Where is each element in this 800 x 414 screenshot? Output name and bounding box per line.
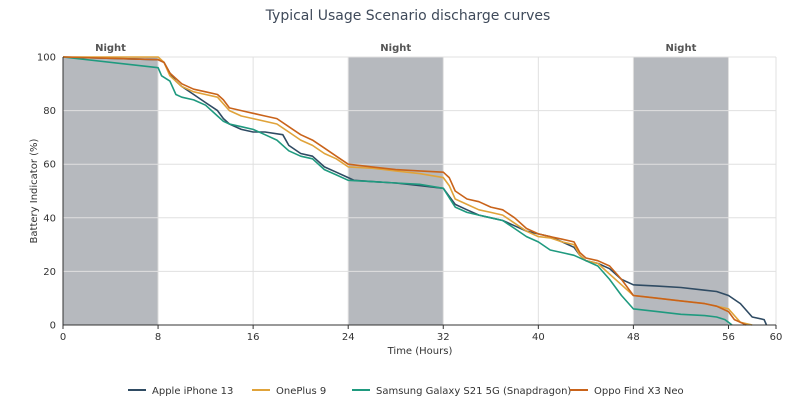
series-line-oneplus-9 [63, 56, 753, 326]
x-tick-label: 8 [155, 332, 161, 343]
y-tick-label: 0 [50, 321, 56, 332]
x-tick-label: 40 [532, 332, 545, 343]
y-tick-label: 20 [43, 267, 56, 278]
x-tick-label: 56 [722, 332, 735, 343]
x-tick-label: 60 [770, 332, 783, 343]
chart-title: Typical Usage Scenario discharge curves [265, 8, 551, 24]
night-band-label: Night [666, 43, 697, 54]
x-tick-label: 16 [247, 332, 260, 343]
y-tick-label: 80 [43, 106, 56, 117]
legend-label: OnePlus 9 [276, 386, 326, 397]
x-tick-label: 32 [437, 332, 450, 343]
y-tick-label: 100 [37, 53, 56, 64]
axes: 0 8 16 24 32 40 48 56 60 0 20 40 60 80 100 [37, 53, 782, 344]
series-lines [62, 56, 768, 326]
night-band [633, 57, 729, 325]
x-tick-label: 0 [60, 332, 66, 343]
x-tick-label: 24 [342, 332, 355, 343]
legend-label: Apple iPhone 13 [152, 386, 233, 397]
y-axis-title: Battery Indicator (%) [29, 138, 40, 243]
series-line-samsung-galaxy-s21-5g-snapdragon [62, 56, 733, 326]
night-band [63, 57, 159, 325]
y-tick-label: 60 [43, 160, 56, 171]
legend-label: Oppo Find X3 Neo [594, 386, 684, 397]
y-tick-label: 40 [43, 213, 56, 224]
legend: Apple iPhone 13 OnePlus 9 Samsung Galaxy S… [128, 386, 684, 397]
legend-label: Samsung Galaxy S21 5G (Snapdragon) [376, 386, 571, 397]
series-line-oppo-find-x3-neo [62, 56, 747, 326]
night-band [348, 57, 444, 325]
night-band-label: Night [95, 43, 126, 54]
x-axis-title: Time (Hours) [387, 346, 453, 357]
night-bands: Night Night Night [63, 43, 729, 325]
night-band-label: Night [380, 43, 411, 54]
x-tick-label: 48 [627, 332, 640, 343]
